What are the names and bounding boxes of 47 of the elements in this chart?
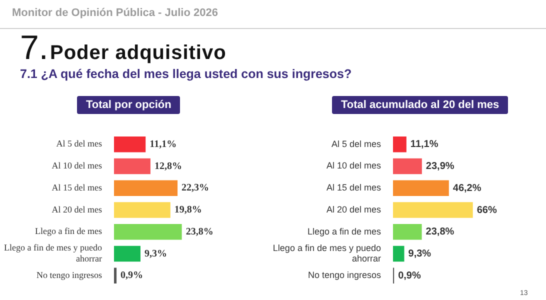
y-tick-label: Al 5 del mes xyxy=(331,138,382,149)
text: 7. xyxy=(20,29,48,67)
y-tick-label: Llego a fin de mes xyxy=(307,226,382,236)
bar xyxy=(114,180,178,196)
y-tick-label: Al 20 del mes xyxy=(52,204,102,214)
data-label: 23,9% xyxy=(426,160,454,172)
chart-title: Total por opción xyxy=(77,96,180,114)
data-label: 19,8% xyxy=(174,204,202,216)
text: Monitor de Opinión Pública - Julio 2026 xyxy=(12,7,218,19)
y-tick-label: Al 10 del mes xyxy=(326,160,382,171)
y-tick-label: No tengo ingresos xyxy=(308,270,382,280)
data-label: 22,3% xyxy=(182,182,210,194)
y-tick-label: Al 20 del mes xyxy=(326,204,382,214)
y-tick-label: Llego a fin de mes y puedo ahorrar xyxy=(4,242,102,264)
y-tick-label: Llego a fin de mes y puedo ahorrar xyxy=(272,242,381,264)
bar xyxy=(393,202,473,218)
bar xyxy=(393,246,404,262)
data-label: 23,8% xyxy=(426,226,454,238)
y-tick-label: Al 10 del mes xyxy=(52,160,102,171)
data-label: 9,3% xyxy=(408,248,432,260)
bar xyxy=(393,224,422,240)
bar xyxy=(114,268,117,284)
bar xyxy=(393,158,422,174)
data-label: 66% xyxy=(476,204,497,216)
text: 7.1 ¿A qué fecha del mes llega usted con sus ingresos? xyxy=(20,67,352,81)
data-label: 46,2% xyxy=(452,182,482,194)
y-tick-label: Al 15 del mes xyxy=(52,182,102,192)
bar xyxy=(114,224,182,240)
y-tick-label: Al 5 del mes xyxy=(56,138,102,149)
data-label: 11,1% xyxy=(150,138,177,150)
data-label: 0,9% xyxy=(120,270,144,282)
chart-title: Total acumulado al 20 del mes xyxy=(332,96,508,114)
bar xyxy=(114,202,170,218)
bar xyxy=(114,246,140,262)
bar xyxy=(114,136,146,152)
y-tick-label: Llego a fin de mes xyxy=(34,226,102,236)
text: Poder adquisitivo xyxy=(50,42,226,65)
bar xyxy=(114,158,150,174)
data-label: 23,8% xyxy=(186,226,214,238)
y-tick-label: Al 15 del mes xyxy=(326,182,382,193)
bar xyxy=(393,136,406,152)
data-label: 0,9% xyxy=(398,270,421,282)
bar xyxy=(393,180,449,196)
data-label: 9,3% xyxy=(144,248,167,260)
y-tick-label: No tengo ingresos xyxy=(36,270,102,280)
data-label: 11,1% xyxy=(410,139,438,150)
data-label: 12,8% xyxy=(154,160,182,172)
